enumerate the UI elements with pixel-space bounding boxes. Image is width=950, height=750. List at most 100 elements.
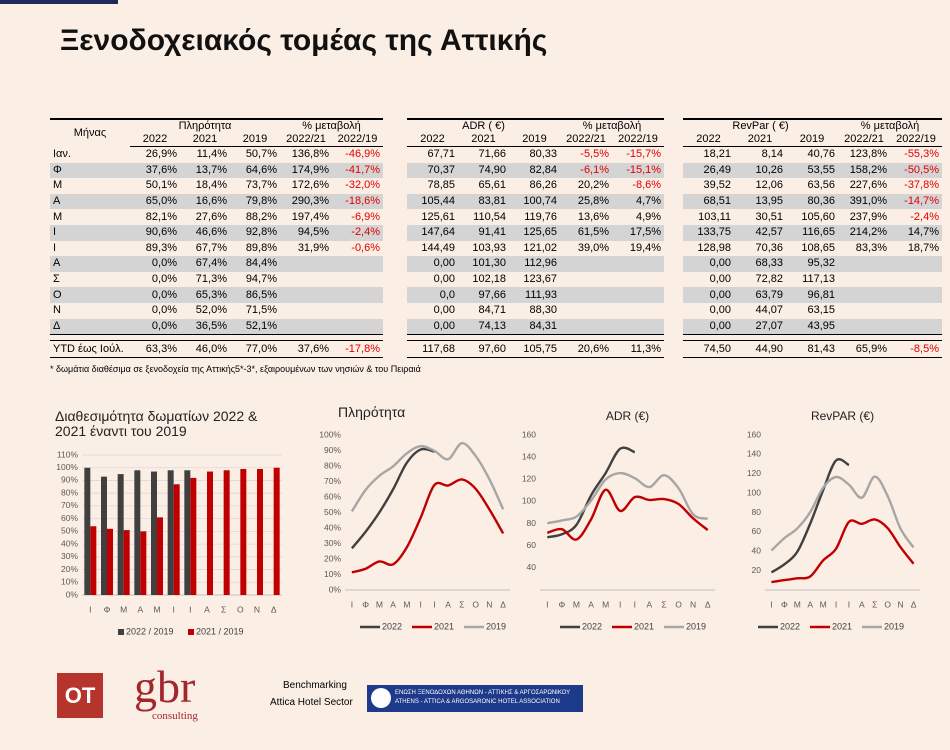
table-row: 39,52 12,06 63,56 227,6% -37,8%	[683, 178, 942, 194]
table-row: 147,64 91,41 125,65 61,5% 17,5%	[407, 224, 665, 241]
table-cell: 0,00	[407, 256, 458, 272]
table-cell: 83,3%	[855, 241, 887, 254]
table-cell: 53,55	[786, 162, 838, 179]
table-row: Ι 90,6% 46,6% 92,8% 94,5% -2,4%	[50, 224, 384, 241]
table-cell: 71,5%	[245, 304, 278, 317]
table-cell: -8,5%	[910, 342, 939, 355]
column-header: 2022	[130, 133, 180, 147]
table-cell: 96,81	[786, 287, 838, 303]
table-cell: 67,4%	[180, 256, 230, 272]
y-tick-label: 0%	[66, 589, 79, 599]
chart-title: RevPAR (€)	[810, 409, 875, 423]
table-row: 0,0 97,66 111,93	[407, 287, 665, 303]
table-row: 70,37 74,90 82,84 -6,1% -15,1%	[407, 162, 665, 179]
table-cell: 39,0%	[577, 241, 610, 254]
column-header: 2019	[786, 133, 838, 147]
header-row: RevPar ( €) % μεταβολή	[683, 119, 942, 133]
x-tick-label: Σ	[221, 604, 226, 614]
x-tick-label: Ι	[546, 599, 548, 609]
table-cell: Ι	[53, 241, 57, 254]
sector: Attica Hotel Sector	[270, 697, 353, 708]
table-cell	[280, 318, 333, 335]
table-cell: 123,67	[523, 273, 558, 286]
table-cell: 46,0%	[195, 342, 227, 355]
table-cell: 10,26	[734, 162, 786, 179]
table-cell: 81,43	[807, 342, 835, 355]
chart-title: Πληρότητα	[338, 404, 406, 420]
table-row: YTD έως Ιούλ. 63,3% 46,0% 77,0% 37,6% -17,8%	[50, 341, 383, 358]
table-cell: Φ	[50, 162, 130, 179]
x-tick-label: Ν	[486, 599, 492, 609]
y-tick-label: 70%	[324, 476, 341, 486]
x-tick-label: Ο	[472, 599, 479, 609]
table-cell: 86,26	[529, 179, 558, 192]
x-tick-label: Ι	[419, 599, 421, 609]
table-cell: 144,49	[421, 241, 455, 254]
table-cell: 100,74	[509, 193, 561, 210]
table-cell: 63,3%	[145, 342, 177, 355]
table-cell	[890, 256, 943, 272]
x-tick-label: Σ	[661, 599, 666, 609]
table-cell: 91,41	[458, 224, 509, 241]
chart-title: Διαθεσιμότητα δωματίων 2022 & 2021 έναντ…	[55, 408, 258, 439]
table-cell: 117,68	[422, 342, 455, 355]
x-tick-label: Ν	[898, 599, 904, 609]
table-cell: 92,8%	[230, 224, 281, 241]
table-cell: 43,95	[786, 318, 838, 335]
group-header: Πληρότητα	[178, 120, 232, 132]
x-tick-label: Ι	[848, 599, 850, 609]
table-cell: Μ	[53, 210, 63, 223]
table-row: 128,98 70,36 108,65 83,3% 18,7%	[683, 241, 942, 257]
table-cell: 101,30	[458, 256, 509, 272]
table: RevPar ( €)% μεταβολή 2022 2021 2019 2022/21…	[683, 118, 943, 336]
table-cell: 14,7%	[890, 224, 943, 241]
table-cell: 63,56	[807, 179, 835, 192]
table-cell: 84,31	[509, 318, 561, 335]
x-tick-label: Φ	[558, 599, 565, 609]
table-cell: YTD έως Ιούλ.	[53, 342, 124, 355]
x-tick-label: Ι	[351, 599, 353, 609]
bar	[184, 470, 191, 595]
table-cell: -2,4%	[332, 224, 384, 241]
x-tick-label: Ν	[254, 604, 260, 614]
table-cell: 17,5%	[612, 224, 665, 241]
table-cell: Α	[50, 193, 130, 210]
table-cell: 25,8%	[560, 193, 613, 210]
y-tick-label: 60%	[61, 513, 78, 523]
x-tick-label: Ι	[835, 599, 837, 609]
x-tick-label: Δ	[911, 599, 917, 609]
table-cell: 117,13	[802, 273, 835, 286]
table-cell: Ο	[50, 287, 130, 303]
table-cell: -18,6%	[332, 193, 384, 210]
table-cell: Σ	[53, 273, 60, 286]
bar	[223, 470, 230, 595]
table-cell: 89,8%	[245, 241, 278, 254]
table-cell: 65,3%	[180, 287, 230, 303]
line	[546, 488, 709, 541]
table-cell: 111,93	[509, 287, 561, 303]
table-cell: 67,71	[427, 148, 455, 161]
table: 117,68 97,60 105,75 20,6% 11,3%	[407, 340, 664, 359]
x-tick-label: Α	[807, 599, 813, 609]
table-cell: 0,0	[407, 287, 458, 303]
x-tick-label: Α	[445, 599, 451, 609]
table-cell: 67,7%	[195, 241, 227, 254]
legend-label: 2019	[486, 621, 506, 631]
table-cell	[612, 287, 665, 303]
bar	[207, 471, 213, 595]
table-cell: 27,6%	[195, 210, 227, 223]
x-tick-label: Α	[204, 604, 210, 614]
table-cell: 174,9%	[280, 162, 333, 179]
x-tick-label: Μ	[820, 599, 827, 609]
y-tick-label: 60	[527, 540, 537, 550]
table-cell: 227,6%	[849, 179, 887, 192]
table-cell: 50,1%	[145, 179, 177, 192]
bar	[151, 471, 157, 595]
table-row: Α 0,0% 67,4% 84,4%	[50, 256, 384, 272]
line	[350, 447, 435, 550]
table-cell: 20,6%	[577, 342, 609, 355]
logo-gbr: gbr	[134, 661, 196, 712]
x-tick-label: Ι	[189, 604, 191, 614]
y-tick-label: 100%	[319, 429, 341, 439]
table-cell: Ιαν.	[53, 148, 71, 161]
